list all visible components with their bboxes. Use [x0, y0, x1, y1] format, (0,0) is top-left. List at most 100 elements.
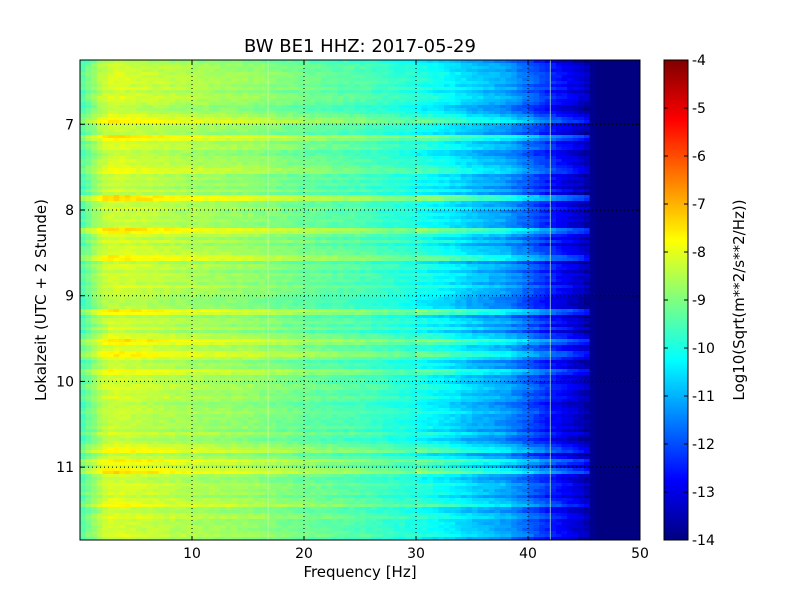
heatmap-cell	[455, 186, 462, 190]
heatmap-cell	[455, 123, 462, 127]
heatmap-cell	[623, 105, 630, 109]
heatmap-cell	[348, 168, 355, 172]
heatmap-cell	[561, 99, 568, 103]
heatmap-cell	[141, 105, 148, 109]
heatmap-cell	[455, 114, 462, 118]
heatmap-cell	[561, 120, 568, 124]
heatmap-cell	[354, 105, 361, 109]
heatmap-cell	[220, 171, 226, 175]
heatmap-cell	[404, 135, 411, 139]
heatmap-cell	[561, 156, 568, 160]
heatmap-cell	[500, 153, 506, 157]
heatmap-cell	[192, 162, 198, 166]
heatmap-cell	[231, 99, 238, 103]
heatmap-cell	[276, 159, 282, 163]
heatmap-cell	[539, 84, 546, 88]
heatmap-cell	[164, 99, 170, 103]
heatmap-cell	[214, 141, 221, 145]
heatmap-cell	[399, 126, 406, 130]
heatmap-cell	[192, 168, 198, 172]
heatmap-cell	[85, 171, 92, 175]
heatmap-cell	[628, 138, 635, 142]
heatmap-cell	[326, 105, 333, 109]
heatmap-cell	[304, 114, 310, 118]
heatmap-cell	[460, 198, 467, 202]
heatmap-cell	[130, 96, 137, 100]
heatmap-cell	[225, 165, 232, 169]
heatmap-cell	[382, 69, 389, 73]
heatmap-cell	[124, 87, 131, 91]
heatmap-cell	[516, 87, 523, 91]
heatmap-cell	[119, 207, 126, 211]
heatmap-cell	[124, 201, 131, 205]
heatmap-cell	[382, 201, 389, 205]
heatmap-cell	[600, 129, 607, 133]
heatmap-cell	[304, 75, 310, 79]
heatmap-cell	[556, 126, 562, 130]
heatmap-cell	[214, 153, 221, 157]
heatmap-cell	[589, 135, 596, 139]
heatmap-cell	[477, 186, 484, 190]
heatmap-cell	[432, 78, 439, 82]
heatmap-cell	[192, 177, 198, 181]
heatmap-cell	[477, 204, 484, 208]
heatmap-cell	[511, 186, 518, 190]
heatmap-cell	[584, 120, 590, 124]
heatmap-cell	[421, 192, 428, 196]
heatmap-cell	[169, 177, 176, 181]
heatmap-cell	[483, 177, 490, 181]
heatmap-cell	[85, 96, 92, 100]
heatmap-cell	[399, 150, 406, 154]
heatmap-cell	[270, 123, 277, 127]
heatmap-cell	[483, 102, 490, 106]
heatmap-cell	[623, 69, 630, 73]
heatmap-cell	[589, 189, 596, 193]
heatmap-cell	[326, 180, 333, 184]
heatmap-cell	[287, 90, 294, 94]
heatmap-cell	[528, 114, 534, 118]
heatmap-cell	[192, 165, 198, 169]
heatmap-cell	[584, 192, 590, 196]
heatmap-cell	[444, 180, 450, 184]
heatmap-cell	[371, 201, 378, 205]
heatmap-cell	[432, 171, 439, 175]
heatmap-cell	[248, 141, 254, 145]
heatmap-cell	[320, 105, 327, 109]
heatmap-cell	[141, 147, 148, 151]
heatmap-cell	[242, 99, 249, 103]
heatmap-cell	[337, 171, 344, 175]
heatmap-cell	[141, 189, 148, 193]
heatmap-cell	[309, 207, 316, 211]
heatmap-cell	[427, 198, 434, 202]
heatmap-cell	[500, 114, 506, 118]
heatmap-cell	[175, 171, 182, 175]
heatmap-cell	[382, 66, 389, 70]
heatmap-cell	[326, 144, 333, 148]
heatmap-cell	[332, 60, 338, 64]
heatmap-cell	[516, 204, 523, 208]
heatmap-cell	[595, 180, 602, 184]
heatmap-cell	[248, 165, 254, 169]
heatmap-cell	[164, 156, 170, 160]
heatmap-cell	[393, 144, 400, 148]
heatmap-cell	[550, 204, 557, 208]
heatmap-cell	[533, 66, 540, 70]
heatmap-cell	[427, 63, 434, 67]
heatmap-cell	[80, 174, 86, 178]
heatmap-cell	[326, 108, 333, 112]
heatmap-cell	[421, 84, 428, 88]
heatmap-cell	[136, 144, 142, 148]
heatmap-cell	[617, 120, 624, 124]
heatmap-cell	[248, 159, 254, 163]
heatmap-cell	[141, 63, 148, 67]
heatmap-cell	[281, 90, 288, 94]
heatmap-cell	[500, 150, 506, 154]
heatmap-cell	[85, 138, 92, 142]
heatmap-cell	[270, 78, 277, 82]
heatmap-cell	[343, 117, 350, 121]
heatmap-cell	[96, 153, 103, 157]
heatmap-cell	[572, 63, 579, 67]
heatmap-cell	[410, 96, 417, 100]
heatmap-cell	[292, 207, 299, 211]
heatmap-cell	[259, 204, 266, 208]
